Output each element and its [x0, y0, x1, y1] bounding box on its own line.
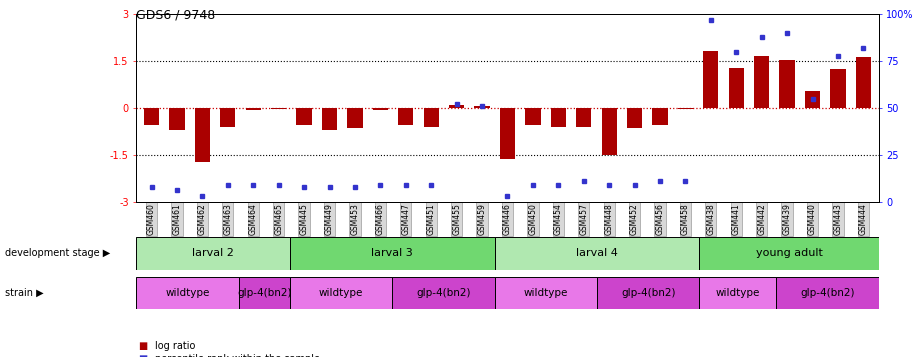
- Bar: [271, 108, 286, 109]
- Text: young adult: young adult: [755, 248, 822, 258]
- Bar: [449, 105, 464, 108]
- Bar: [347, 108, 363, 128]
- Bar: [678, 108, 694, 109]
- Bar: [856, 57, 871, 108]
- Text: larval 4: larval 4: [577, 248, 618, 258]
- Text: wildtype: wildtype: [319, 288, 363, 298]
- Bar: [601, 108, 617, 156]
- Bar: [652, 108, 668, 125]
- Text: larval 3: larval 3: [371, 248, 414, 258]
- Bar: [495, 237, 699, 270]
- Bar: [525, 108, 541, 125]
- Bar: [699, 237, 879, 270]
- Text: wildtype: wildtype: [524, 288, 568, 298]
- Text: larval 2: larval 2: [192, 248, 234, 258]
- Bar: [373, 108, 388, 111]
- Bar: [495, 277, 597, 309]
- Bar: [805, 91, 821, 108]
- Text: GDS6 / 9748: GDS6 / 9748: [136, 9, 216, 22]
- Bar: [424, 108, 438, 127]
- Bar: [704, 51, 718, 108]
- Bar: [627, 108, 642, 128]
- Bar: [322, 108, 337, 130]
- Bar: [246, 108, 261, 111]
- Bar: [290, 277, 392, 309]
- Text: development stage ▶: development stage ▶: [5, 248, 110, 258]
- Text: wildtype: wildtype: [165, 288, 210, 298]
- Bar: [392, 277, 495, 309]
- Bar: [144, 108, 159, 125]
- Bar: [779, 60, 795, 108]
- Bar: [577, 108, 591, 127]
- Bar: [597, 277, 699, 309]
- Bar: [290, 237, 495, 270]
- Bar: [474, 106, 490, 108]
- Text: glp-4(bn2): glp-4(bn2): [621, 288, 675, 298]
- Text: ■: ■: [138, 354, 147, 357]
- Bar: [500, 108, 515, 159]
- Bar: [239, 277, 290, 309]
- Text: log ratio: log ratio: [155, 341, 195, 351]
- Bar: [754, 56, 769, 108]
- Bar: [831, 69, 845, 108]
- Bar: [551, 108, 565, 127]
- Text: glp-4(bn2): glp-4(bn2): [237, 288, 292, 298]
- Bar: [169, 108, 184, 130]
- Bar: [729, 68, 744, 108]
- Text: percentile rank within the sample: percentile rank within the sample: [155, 354, 320, 357]
- Bar: [136, 277, 239, 309]
- Bar: [136, 237, 290, 270]
- Text: ■: ■: [138, 341, 147, 351]
- Bar: [297, 108, 311, 125]
- Text: glp-4(bn2): glp-4(bn2): [800, 288, 855, 298]
- Text: wildtype: wildtype: [716, 288, 760, 298]
- Text: glp-4(bn2): glp-4(bn2): [416, 288, 471, 298]
- Bar: [699, 277, 776, 309]
- Bar: [398, 108, 414, 125]
- Bar: [220, 108, 236, 127]
- Bar: [194, 108, 210, 162]
- Bar: [776, 277, 879, 309]
- Text: strain ▶: strain ▶: [5, 288, 43, 298]
